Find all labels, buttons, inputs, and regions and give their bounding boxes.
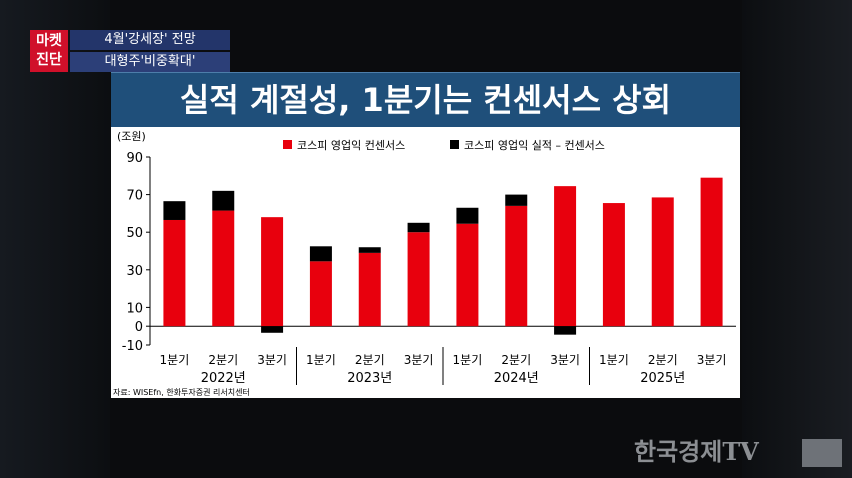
x-tick-label: 3분기 xyxy=(550,353,580,367)
surprise-bar xyxy=(212,190,235,211)
x-tick-label: 1분기 xyxy=(160,353,190,367)
x-group-label: 2023년 xyxy=(347,371,392,386)
y-tick-label: 30 xyxy=(126,264,143,279)
surprise-bar xyxy=(261,326,284,333)
x-group-label: 2024년 xyxy=(494,371,539,386)
bar-chart: (조원) 코스피 영업익 컨센서스 코스피 영업익 실적 – 컨센서스 90 70 50 3… xyxy=(113,130,736,397)
chart-panel: (조원) 코스피 영업익 컨센서스 코스피 영업익 실적 – 컨센서스 90 70 50 3… xyxy=(111,127,740,398)
surprise-bar xyxy=(554,326,577,335)
surprise-bar xyxy=(456,207,479,224)
surprise-bar xyxy=(163,201,186,220)
legend-swatch-2 xyxy=(450,140,459,149)
consensus-bar xyxy=(651,197,674,327)
broadcaster-watermark: 한국경제TV xyxy=(634,437,759,466)
consensus-bar xyxy=(358,252,381,327)
background-right xyxy=(742,0,852,478)
x-tick-label: 2분기 xyxy=(208,353,238,367)
surprise-bar xyxy=(309,246,332,262)
background-left xyxy=(0,0,110,478)
consensus-bar xyxy=(700,177,723,327)
y-tick-label: 50 xyxy=(126,226,143,241)
legend-label-1: 코스피 영업익 컨센서스 xyxy=(297,139,405,152)
consensus-bar xyxy=(602,203,625,327)
x-tick-label: 2분기 xyxy=(501,353,531,367)
consensus-bar xyxy=(505,205,528,327)
consensus-bar xyxy=(212,210,235,327)
consensus-bar xyxy=(456,223,479,327)
consensus-bar xyxy=(554,186,577,327)
y-tick-label: -10 xyxy=(122,339,143,354)
y-unit-label: (조원) xyxy=(117,130,146,143)
y-tick-label: 70 xyxy=(126,189,143,204)
source-note: 자료: WISEfn, 한화투자증권 리서치센터 xyxy=(113,387,250,397)
x-tick-label: 2분기 xyxy=(355,353,385,367)
x-tick-label: 3분기 xyxy=(404,353,434,367)
headline-2: 대형주'비중확대' xyxy=(70,52,230,72)
x-group-label: 2025년 xyxy=(640,371,685,386)
consensus-bar xyxy=(309,261,332,327)
surprise-bar xyxy=(407,222,430,233)
x-tick-label: 1분기 xyxy=(306,353,336,367)
x-group-label: 2022년 xyxy=(201,371,246,386)
badge-line-1: 마켓 xyxy=(36,33,62,49)
legend-label-2: 코스피 영업익 실적 – 컨센서스 xyxy=(464,139,605,152)
headline-1: 4월'강세장' 전망 xyxy=(70,30,230,50)
y-tick-label: 10 xyxy=(126,301,143,316)
y-tick-label: 0 xyxy=(135,320,143,335)
watermark-box xyxy=(802,439,842,467)
y-tick-label: 90 xyxy=(126,151,143,166)
x-tick-label: 3분기 xyxy=(697,353,727,367)
market-diagnosis-badge: 마켓 진단 xyxy=(30,30,68,72)
x-tick-label: 1분기 xyxy=(453,353,483,367)
legend-swatch-1 xyxy=(283,140,292,149)
consensus-bar xyxy=(163,219,186,327)
title-banner: 실적 계절성, 1분기는 컨센서스 상회 xyxy=(111,72,740,128)
x-tick-label: 3분기 xyxy=(257,353,287,367)
badge-line-2: 진단 xyxy=(36,52,62,68)
surprise-bar xyxy=(358,247,381,253)
consensus-bar xyxy=(261,217,284,327)
x-tick-label: 1분기 xyxy=(599,353,629,367)
surprise-bar xyxy=(505,194,528,206)
consensus-bar xyxy=(407,232,430,327)
x-tick-label: 2분기 xyxy=(648,353,678,367)
